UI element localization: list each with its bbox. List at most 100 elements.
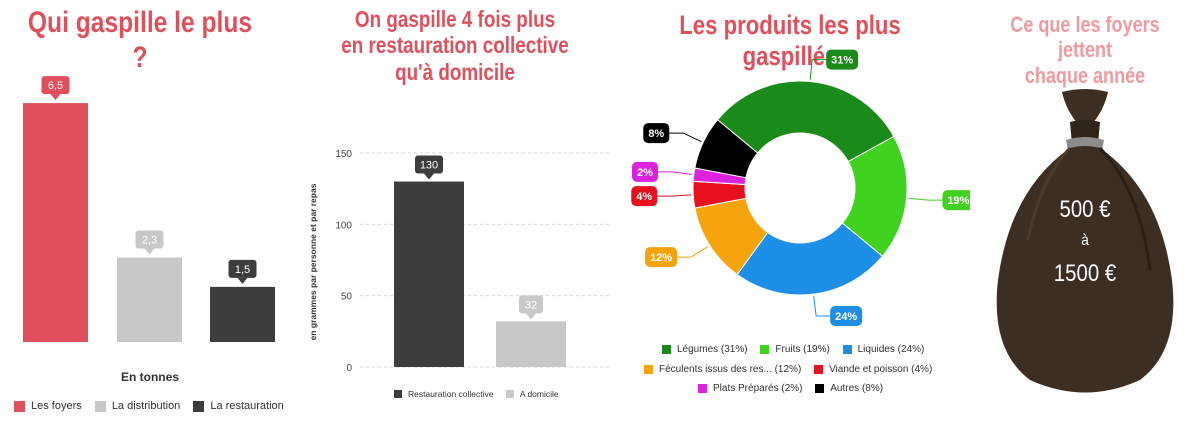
money-bag-icon	[996, 89, 1174, 393]
value-label: 6,5	[41, 76, 70, 101]
data-label-pointer	[424, 173, 434, 180]
panel2-title-line: en restauration collective	[341, 32, 569, 59]
slice-label-box	[942, 190, 970, 211]
data-label-pointer	[144, 248, 155, 255]
panel3-legend-row3: Plats Préparés (2%) Autres (8%)	[698, 383, 893, 396]
panel-qui-gaspille: Qui gaspille le plus ? 6,5 2,3 1,5 En tonn…	[0, 0, 300, 423]
panel1-title: Qui gaspille le plus ?	[27, 6, 253, 74]
label-leader	[908, 197, 943, 201]
y-tick-label: 0	[346, 363, 352, 374]
slice-label-box	[631, 186, 658, 207]
label-leader	[658, 171, 692, 175]
bar	[394, 181, 464, 367]
chart-produits: 31% 19% 24% 12% 4% 2% 8%	[631, 49, 970, 326]
legend-label: La restauration	[210, 400, 284, 412]
legend-swatch	[815, 384, 825, 393]
chart-qui-gaspille: 6,5 2,3 1,5	[23, 76, 275, 342]
legend-swatch	[394, 390, 402, 398]
legend-swatch	[14, 400, 25, 412]
panel2-title-line: qu'à domicile	[395, 58, 515, 85]
data-label-bubble	[228, 259, 257, 278]
panel-produits: Les produits les plus gaspillés 31% 19% 24…	[610, 0, 970, 423]
donut-slice	[694, 119, 759, 179]
slice-label: 31%	[831, 55, 853, 67]
label-leader	[677, 245, 709, 258]
legend-item: Fruits (19%)	[760, 344, 830, 355]
legend-swatch	[662, 345, 671, 354]
slice-label-box	[826, 49, 859, 70]
value-label: 1,5	[228, 259, 257, 284]
panel1-legend: Les foyers La distribution La restaurati…	[14, 400, 294, 415]
panel3-title: Les produits les plus gaspillés	[679, 10, 901, 72]
bar	[23, 103, 88, 342]
panel2-title-line: On gaspille 4 fois plus	[354, 6, 556, 32]
bag-amount-a: à	[1081, 232, 1089, 249]
label-leader	[657, 194, 692, 197]
bag-amount-low: 500 €	[1059, 196, 1111, 223]
legend-item: Autres (8%)	[815, 383, 883, 394]
label-leader	[809, 59, 827, 80]
data-label-pointer	[526, 313, 536, 320]
data-label-bubble	[135, 230, 164, 249]
label-leader	[669, 132, 702, 143]
data-label: 1,5	[235, 264, 250, 276]
data-label: 32	[525, 299, 537, 311]
value-label: 130	[415, 155, 443, 180]
slice-label: 2%	[637, 167, 653, 179]
legend-swatch	[193, 400, 205, 412]
panel4-title: Ce que les foyers jettent chaque année	[991, 12, 1180, 88]
y-tick-label: 100	[335, 220, 352, 231]
data-label-pointer	[237, 277, 248, 284]
slice-label: 12%	[650, 252, 672, 264]
data-label: 2,3	[142, 234, 157, 246]
legend-swatch	[505, 390, 514, 398]
label-leader	[813, 296, 831, 317]
legend-label: Autres (8%)	[830, 383, 884, 394]
bar	[117, 257, 182, 342]
legend-swatch	[814, 365, 824, 374]
legend-swatch	[842, 345, 852, 354]
legend-label: La distribution	[111, 400, 181, 412]
legend-label: Fruits (19%)	[775, 344, 830, 355]
data-label-bubble	[519, 295, 543, 314]
slice-label: 19%	[947, 195, 969, 207]
donut-slice	[736, 222, 884, 296]
slice-label: 24%	[835, 311, 857, 323]
bag-amount-high: 1500 €	[1053, 260, 1117, 287]
legend-label: Plats Préparés (2%)	[713, 383, 803, 394]
slice-label-box	[645, 247, 678, 268]
slice-label: 4%	[636, 191, 652, 203]
data-label: 130	[420, 160, 438, 172]
panel2-title: On gaspille 4 fois plus en restauration …	[328, 6, 582, 85]
legend-item: La restauration	[193, 400, 284, 412]
slice-label: 8%	[648, 128, 664, 140]
legend-item: Les foyers	[14, 400, 82, 412]
legend-swatch	[644, 365, 653, 374]
legend-item: Liquides (24%)	[842, 344, 925, 355]
panel3-legend-row1: Légumes (31%) Fruits (19%) Liquides (24%…	[662, 344, 934, 357]
slice-label-box	[643, 123, 670, 144]
donut-slice	[716, 80, 895, 163]
legend-item: A domicile	[505, 389, 559, 399]
legend-label: Restauration collective	[408, 389, 494, 399]
panel3-legend-row2: Féculents issus des res... (12%) Viande …	[644, 364, 942, 377]
data-label-bubble	[415, 155, 443, 174]
data-label-pointer	[50, 94, 61, 101]
legend-label: Viande et poisson (4%)	[829, 364, 933, 375]
panel4-title-line: Ce que les foyers jettent	[1010, 12, 1160, 63]
legend-swatch	[760, 345, 770, 354]
legend-item: La distribution	[94, 400, 181, 412]
panel-restauration: On gaspille 4 fois plus en restauration …	[300, 0, 610, 423]
panel4-title-line: chaque année	[1024, 62, 1146, 88]
legend-item: Viande et poisson (4%)	[814, 364, 932, 375]
y-tick-label: 150	[335, 149, 352, 160]
legend-label: Liquides (24%)	[857, 344, 925, 355]
legend-swatch	[698, 384, 707, 393]
y-tick-label: 50	[341, 292, 353, 303]
value-label: 2,3	[135, 230, 164, 255]
panel2-legend: Restauration collective A domicile	[394, 389, 569, 400]
panel-foyers-jettent: Ce que les foyers jettent chaque année 5…	[970, 0, 1200, 423]
slice-label-box	[830, 305, 863, 326]
legend-label: A domicile	[519, 389, 559, 399]
bar	[210, 286, 275, 342]
